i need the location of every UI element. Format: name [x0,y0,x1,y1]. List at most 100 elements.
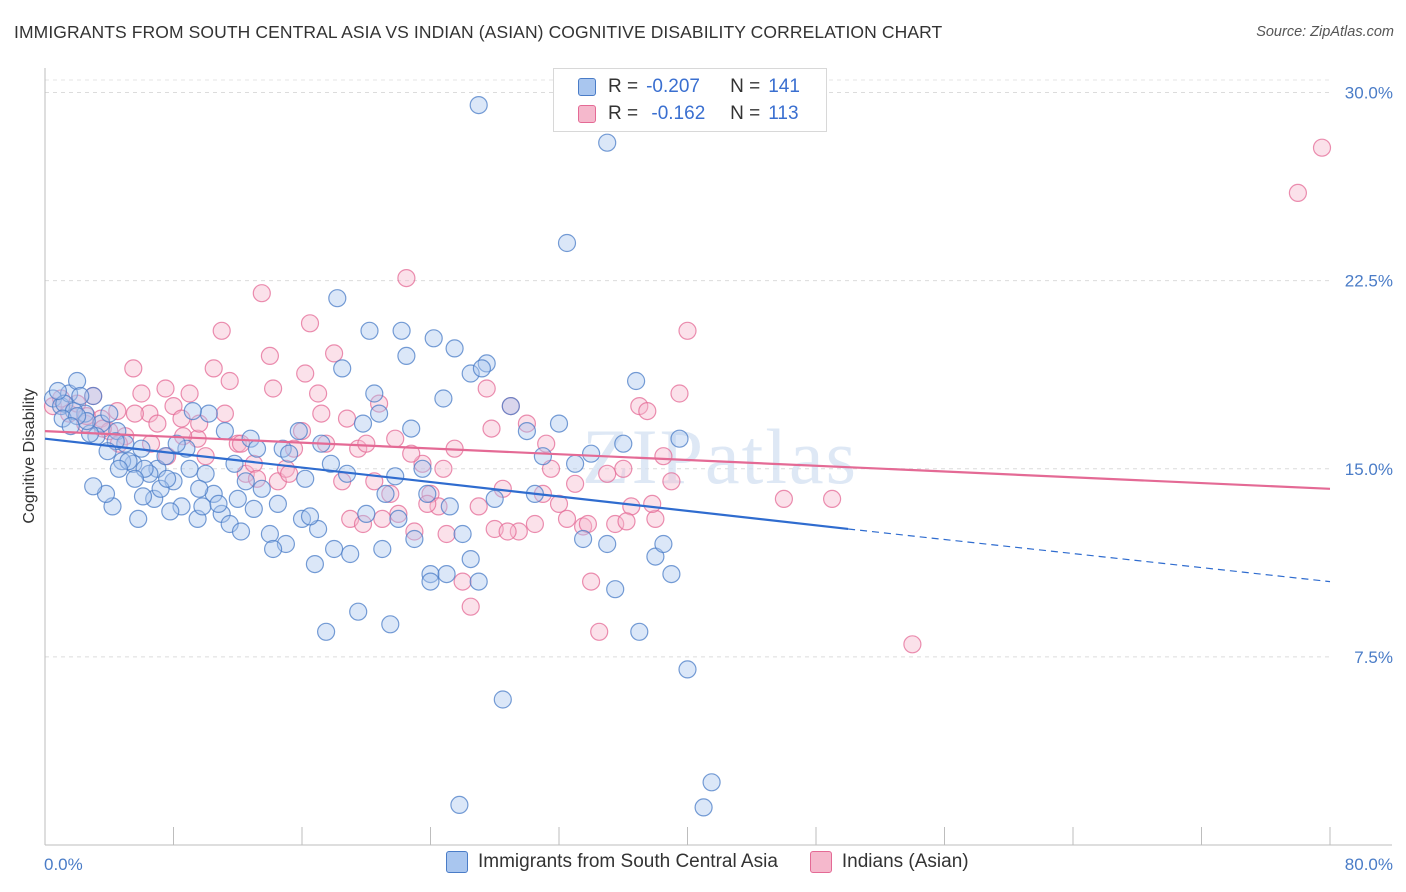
data-point [370,394,389,413]
data-point [498,522,517,541]
legend-item-south-central-asia[interactable]: Immigrants from South Central Asia [446,851,778,873]
axes [44,68,1392,846]
data-point [100,404,119,423]
data-point [373,539,392,559]
legend-label-south-central-asia: Immigrants from South Central Asia [478,851,778,872]
data-point [397,346,416,365]
data-point [177,439,196,458]
data-point [325,539,344,559]
data-point [402,419,421,438]
data-point [581,572,601,591]
data-point [241,429,260,448]
gridlines [45,79,1330,658]
legend-item-indians[interactable]: Indians (Asian) [809,851,969,873]
data-point [151,479,170,498]
source-label: Source: ZipAtlas.com [1256,24,1394,40]
data-point [172,497,191,516]
data-point [236,472,255,491]
data-point [381,615,400,634]
legend-r-label: R = [608,103,639,124]
data-point [124,359,143,378]
data-point [119,452,138,471]
data-point [132,384,151,403]
data-point [360,321,379,340]
data-point [125,469,144,488]
data-point [678,660,697,679]
data-point [606,514,625,534]
data-point [84,477,103,496]
data-point [353,514,373,534]
data-point [662,564,681,584]
x-tick-label: 80.0% [1345,855,1393,874]
data-point [365,384,384,403]
data-point [190,479,209,498]
legend-r-label: R = [608,76,639,97]
data-point [196,464,215,483]
data-point [260,524,279,544]
data-point [485,489,504,508]
data-point [469,572,488,591]
legend-row-blue: R = -0.207 N = 141 [578,75,800,99]
data-point [252,479,271,498]
data-point [565,474,585,493]
data-point [325,344,344,363]
data-point [300,314,320,333]
data-point [654,534,673,554]
data-point [445,339,464,358]
data-point [654,447,673,466]
data-point [337,409,357,428]
data-point [638,402,657,421]
data-point [133,487,153,506]
x-tick-label: 0.0% [44,855,83,874]
data-point [606,580,625,599]
data-point [129,509,148,529]
legend-swatch-pink [809,851,832,873]
data-point [598,133,617,152]
data-point [1288,183,1308,202]
data-point [289,422,308,441]
data-point [646,509,665,529]
legend-n-label: N = [730,103,761,124]
trend-lines [44,430,1331,583]
data-point [614,434,633,453]
data-point [405,529,424,549]
data-point [125,404,144,423]
data-point [193,497,212,516]
data-point [461,364,480,383]
data-point [386,429,405,448]
data-point [670,429,689,448]
data-point [678,321,697,340]
data-point [321,454,340,473]
data-point [296,364,315,383]
data-point [309,384,328,403]
data-point [67,407,87,426]
data-point [296,469,315,488]
data-point [161,502,180,521]
legend-r-value: -0.162 [646,103,706,124]
data-point [525,514,545,534]
data-point [517,414,537,433]
y-axis-label: Cognitive Disability [21,388,38,523]
data-point [381,484,400,503]
data-point [402,444,421,463]
trend-line-blue [44,437,849,531]
data-point [614,459,633,478]
data-point [312,404,331,423]
legend-n-value: 141 [768,76,800,97]
data-point [450,795,469,815]
data-point [215,404,234,423]
data-point [424,329,443,348]
data-point [156,379,175,398]
data-point [418,484,437,503]
data-point [581,444,601,463]
data-point [434,389,453,408]
data-point [317,622,336,641]
data-point [244,499,263,518]
legend-label-indians: Indians (Asian) [841,851,969,872]
data-point [573,529,593,549]
data-point [247,439,267,458]
data-point [61,417,80,436]
trend-line-blue-projection [848,528,1331,583]
data-point [461,597,480,616]
